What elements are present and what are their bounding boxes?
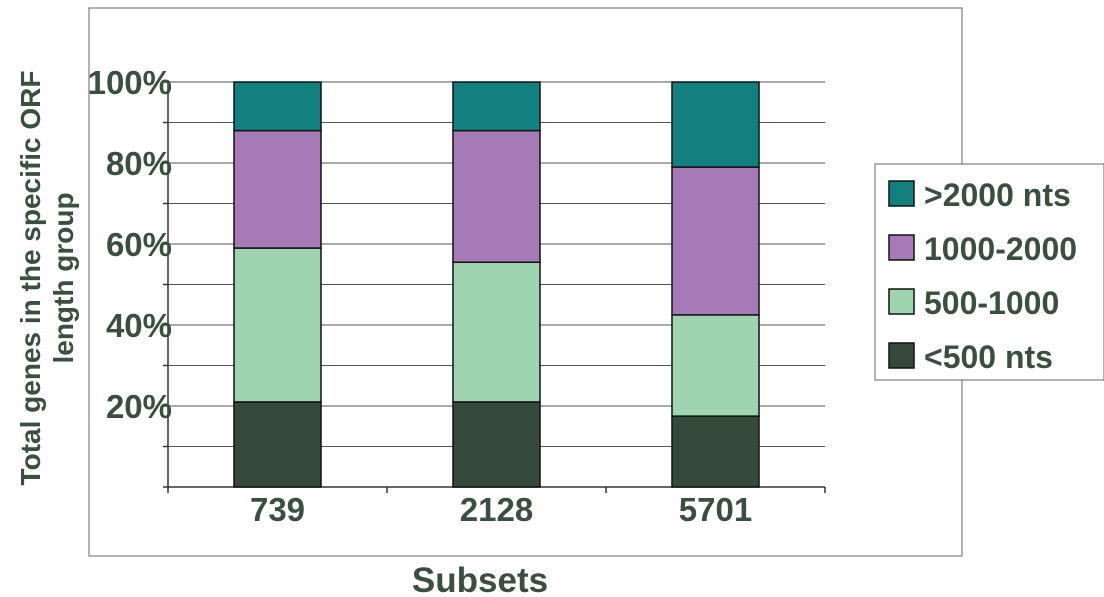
legend: >2000 nts 1000-2000 500-1000 <500 nts xyxy=(888,177,1077,375)
x-category-label: 5701 xyxy=(679,491,752,528)
bar-segment xyxy=(671,415,760,488)
legend-swatch xyxy=(888,342,915,369)
bar-segment xyxy=(452,129,541,263)
y-axis-title-line-1: Total genes in the specific ORF xyxy=(15,71,46,486)
y-tick-label: 20% xyxy=(106,388,172,425)
bar-segment xyxy=(452,401,541,488)
y-tick-label: 60% xyxy=(106,226,172,263)
bar-segment xyxy=(671,314,760,417)
legend-swatch xyxy=(888,234,915,261)
y-tick-label: 100% xyxy=(88,64,172,101)
x-axis-title: Subsets xyxy=(412,561,548,597)
bar-segment xyxy=(233,247,322,403)
bar-segment xyxy=(233,401,322,488)
x-category-label: 739 xyxy=(250,491,305,528)
bar-segment xyxy=(233,81,322,132)
y-tick-label: 80% xyxy=(106,145,172,182)
x-category-label: 2128 xyxy=(460,491,533,528)
bar-segment xyxy=(671,166,760,316)
legend-swatch xyxy=(888,288,915,315)
legend-label: 1000-2000 xyxy=(924,231,1077,267)
x-category-labels: 739 2128 5701 xyxy=(250,491,752,528)
y-tick-label: 40% xyxy=(106,307,172,344)
bar-segment xyxy=(233,129,322,249)
bar-segment xyxy=(452,261,541,403)
bar-segment xyxy=(452,81,541,132)
legend-label: >2000 nts xyxy=(924,177,1071,213)
legend-label: <500 nts xyxy=(924,339,1053,375)
bar-segment xyxy=(671,81,760,168)
bars xyxy=(233,81,760,488)
legend-label: 500-1000 xyxy=(924,285,1059,321)
y-tick-labels: 20% 40% 60% 80% 100% xyxy=(88,64,172,425)
y-axis-title-line-2: length group xyxy=(48,192,79,363)
legend-swatch xyxy=(888,180,915,207)
